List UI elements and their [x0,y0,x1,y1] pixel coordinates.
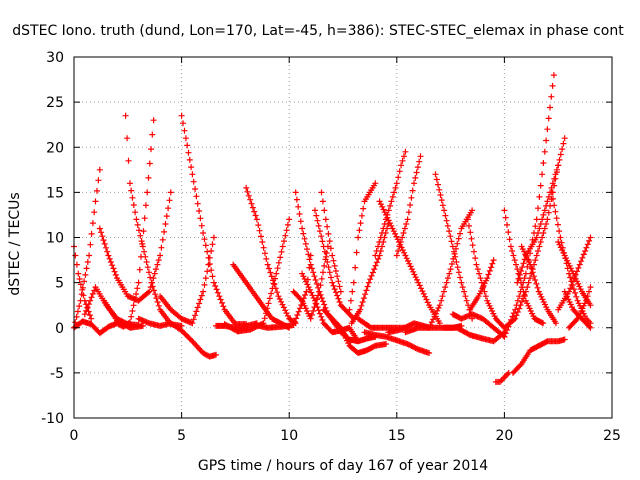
series-19 [312,207,357,322]
x-tick-label: 5 [177,428,186,444]
series-39 [501,207,547,327]
data-point-markers [299,270,362,345]
data-point-markers [449,311,508,340]
series-34 [464,216,508,331]
y-tick-label: 0 [55,321,64,337]
data-point-markers [251,252,314,331]
data-point-markers [501,207,547,327]
series-16 [299,270,362,345]
series-43 [518,243,559,327]
data-point-markers [101,297,146,331]
data-point-markers [318,189,344,295]
series-22 [346,180,379,313]
x-axis-label: GPS time / hours of day 167 of year 2014 [198,458,488,474]
x-tick-label: 10 [280,428,298,444]
series-42 [514,135,568,286]
data-point-markers [393,153,424,259]
series-18 [318,189,344,295]
y-tick-label: 5 [55,276,64,292]
series-17 [290,243,331,322]
y-tick-label: 30 [46,50,64,66]
series-41 [510,336,568,376]
data-point-markers [135,315,219,360]
data-point-markers [510,336,568,376]
series-6 [101,297,146,331]
series-35 [467,257,497,313]
y-tick-label: 25 [46,95,64,111]
series-47 [561,288,594,331]
data-point-markers [492,369,512,385]
y-tick-label: 20 [46,140,64,156]
series-8 [157,234,217,327]
axis-ticks: 0 5 10 15 20 25 -10 -5 0 5 10 15 20 25 30 [41,50,621,444]
series-31 [432,171,476,322]
x-tick-label: 25 [603,428,621,444]
x-tick-label: 20 [495,428,513,444]
series-46 [555,234,594,313]
series-7 [135,315,219,360]
series-23 [348,221,392,327]
y-tick-label: -5 [50,366,64,382]
data-point-markers [566,284,594,331]
series-25 [361,329,433,356]
series-33 [449,311,508,340]
data-point-markers [71,117,157,337]
data-point-markers [157,234,217,327]
x-tick-label: 15 [388,428,406,444]
data-point-markers [348,221,392,327]
series-21 [337,329,379,345]
grid [74,57,612,418]
data-point-markers [518,243,559,327]
data-point-markers [96,189,174,304]
series-48 [566,284,594,331]
data-point-markers [337,329,379,345]
data-point-markers [555,234,594,313]
data-point-markers [361,329,433,356]
series-14 [251,252,314,331]
series-28 [393,153,424,259]
data-point-markers [178,112,250,328]
data-point-markers [467,257,497,313]
data-point-markers [230,261,293,331]
chart-title: dSTEC Iono. truth (dund, Lon=170, Lat=-4… [12,23,624,39]
y-axis-label: dSTEC / TECUs [7,192,23,295]
y-tick-label: 15 [46,185,64,201]
data-point-markers [346,180,379,313]
data-marks [71,72,594,385]
data-point-markers [514,135,568,286]
data-point-markers [376,198,443,327]
data-point-markers [243,184,299,327]
y-tick-label: 10 [46,231,64,247]
data-point-markers [290,243,331,322]
data-point-markers [312,207,357,322]
x-tick-label: 0 [70,428,79,444]
data-point-markers [432,171,476,322]
data-point-markers [464,216,508,331]
series-13 [243,184,299,327]
series-36 [441,324,508,345]
data-point-markers [372,148,409,259]
data-point-markers [441,324,508,345]
series-5 [96,189,174,304]
series-2 [71,117,157,337]
series-9 [178,112,250,328]
series-26 [372,148,409,259]
y-tick-label: -10 [41,411,64,427]
series-11 [230,261,293,331]
series-37 [492,369,512,385]
data-point-markers [561,288,594,331]
series-29 [376,198,443,327]
